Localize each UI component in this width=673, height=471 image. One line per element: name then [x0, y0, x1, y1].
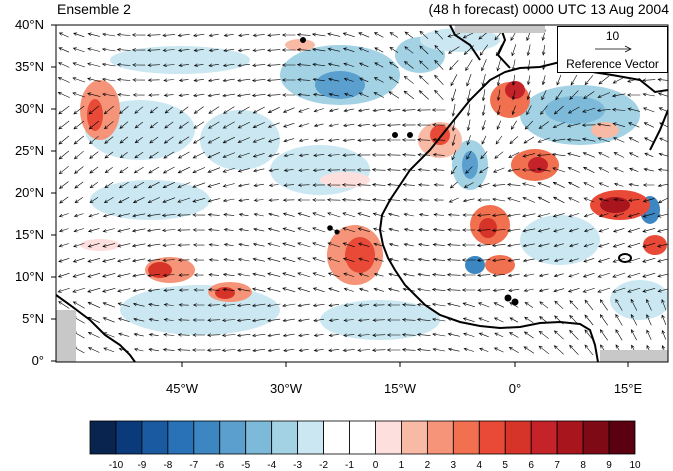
latitude-label: 0°	[31, 353, 44, 368]
latitude-label: 35°N	[14, 59, 44, 74]
reference-arrow-icon	[595, 45, 632, 53]
colorbar-segment	[115, 420, 143, 455]
colorbar-label: 8	[580, 460, 586, 471]
colorbar-segment	[323, 420, 350, 455]
latitude-label: 25°N	[14, 143, 44, 158]
colorbar-segment	[556, 420, 584, 455]
colorbar	[89, 420, 636, 455]
longitude-label: 0°	[508, 381, 522, 396]
reference-vector-label: Reference Vector	[566, 57, 659, 71]
longitude-label: 15°W	[384, 381, 416, 396]
colorbar-segment	[89, 420, 117, 455]
colorbar-segment	[297, 420, 324, 455]
colorbar-label: 2	[424, 460, 431, 471]
colorbar-label: 10	[629, 460, 641, 471]
colorbar-label: -10	[108, 460, 124, 471]
colorbar-label: 3	[450, 460, 457, 471]
latitude-label: 15°N	[14, 227, 44, 242]
colorbar-label: 1	[398, 460, 405, 471]
colorbar-segment	[478, 420, 506, 455]
colorbar-label: 9	[606, 460, 612, 471]
colorbar-segment	[349, 420, 376, 455]
longitude-label: 30°W	[270, 381, 302, 396]
land-patch	[455, 25, 545, 33]
colorbar-label: -6	[215, 460, 225, 471]
latitude-label: 20°N	[14, 185, 44, 200]
colorbar-label: -1	[345, 460, 354, 471]
latitude-label: 30°N	[14, 101, 44, 116]
plot-title-left: Ensemble 2	[57, 1, 131, 17]
colorbar-segment	[193, 420, 221, 455]
colorbar-label: 7	[554, 460, 560, 471]
colorbar-segment	[401, 420, 428, 455]
colorbar-label: 5	[502, 460, 508, 471]
longitude-label: 15°E	[613, 381, 643, 396]
colorbar-segment	[504, 420, 532, 455]
colorbar-segment	[608, 420, 636, 455]
colorbar-segment	[375, 420, 402, 455]
latitude-label: 5°N	[22, 311, 44, 326]
reference-vector-magnitude: 10	[605, 29, 620, 43]
colorbar-label: -5	[241, 460, 251, 471]
colorbar-label: -8	[163, 460, 173, 471]
plot-title-right: (48 h forecast) 0000 UTC 13 Aug 2004	[428, 1, 669, 17]
colorbar-segment	[582, 420, 610, 455]
latitude-label: 10°N	[14, 269, 44, 284]
colorbar-segment	[219, 420, 247, 455]
wind-vectors	[57, 29, 668, 356]
colorbar-segment	[530, 420, 558, 455]
longitude-label: 45°W	[166, 381, 198, 396]
colorbar-segment	[271, 420, 299, 455]
colorbar-segment	[426, 420, 454, 455]
colorbar-label: 6	[528, 460, 534, 471]
land-patch	[600, 350, 668, 362]
colorbar-label: 4	[476, 460, 483, 471]
colorbar-label: -3	[293, 460, 303, 471]
colorbar-label: -7	[189, 460, 199, 471]
colorbar-label: -4	[267, 460, 277, 471]
axis-ticks	[51, 24, 629, 367]
colorbar-segment	[245, 420, 273, 455]
reference-vector-box: 10 Reference Vector	[557, 26, 668, 73]
colorbar-segment	[452, 420, 480, 455]
colorbar-label: -2	[319, 460, 329, 471]
colorbar-label: 0	[372, 460, 379, 471]
latitude-label: 40°N	[14, 17, 44, 32]
colorbar-segment	[141, 420, 169, 455]
coastlines	[56, 25, 668, 362]
land-patch	[56, 310, 76, 362]
colorbar-label: -9	[137, 460, 147, 471]
colorbar-segment	[167, 420, 195, 455]
